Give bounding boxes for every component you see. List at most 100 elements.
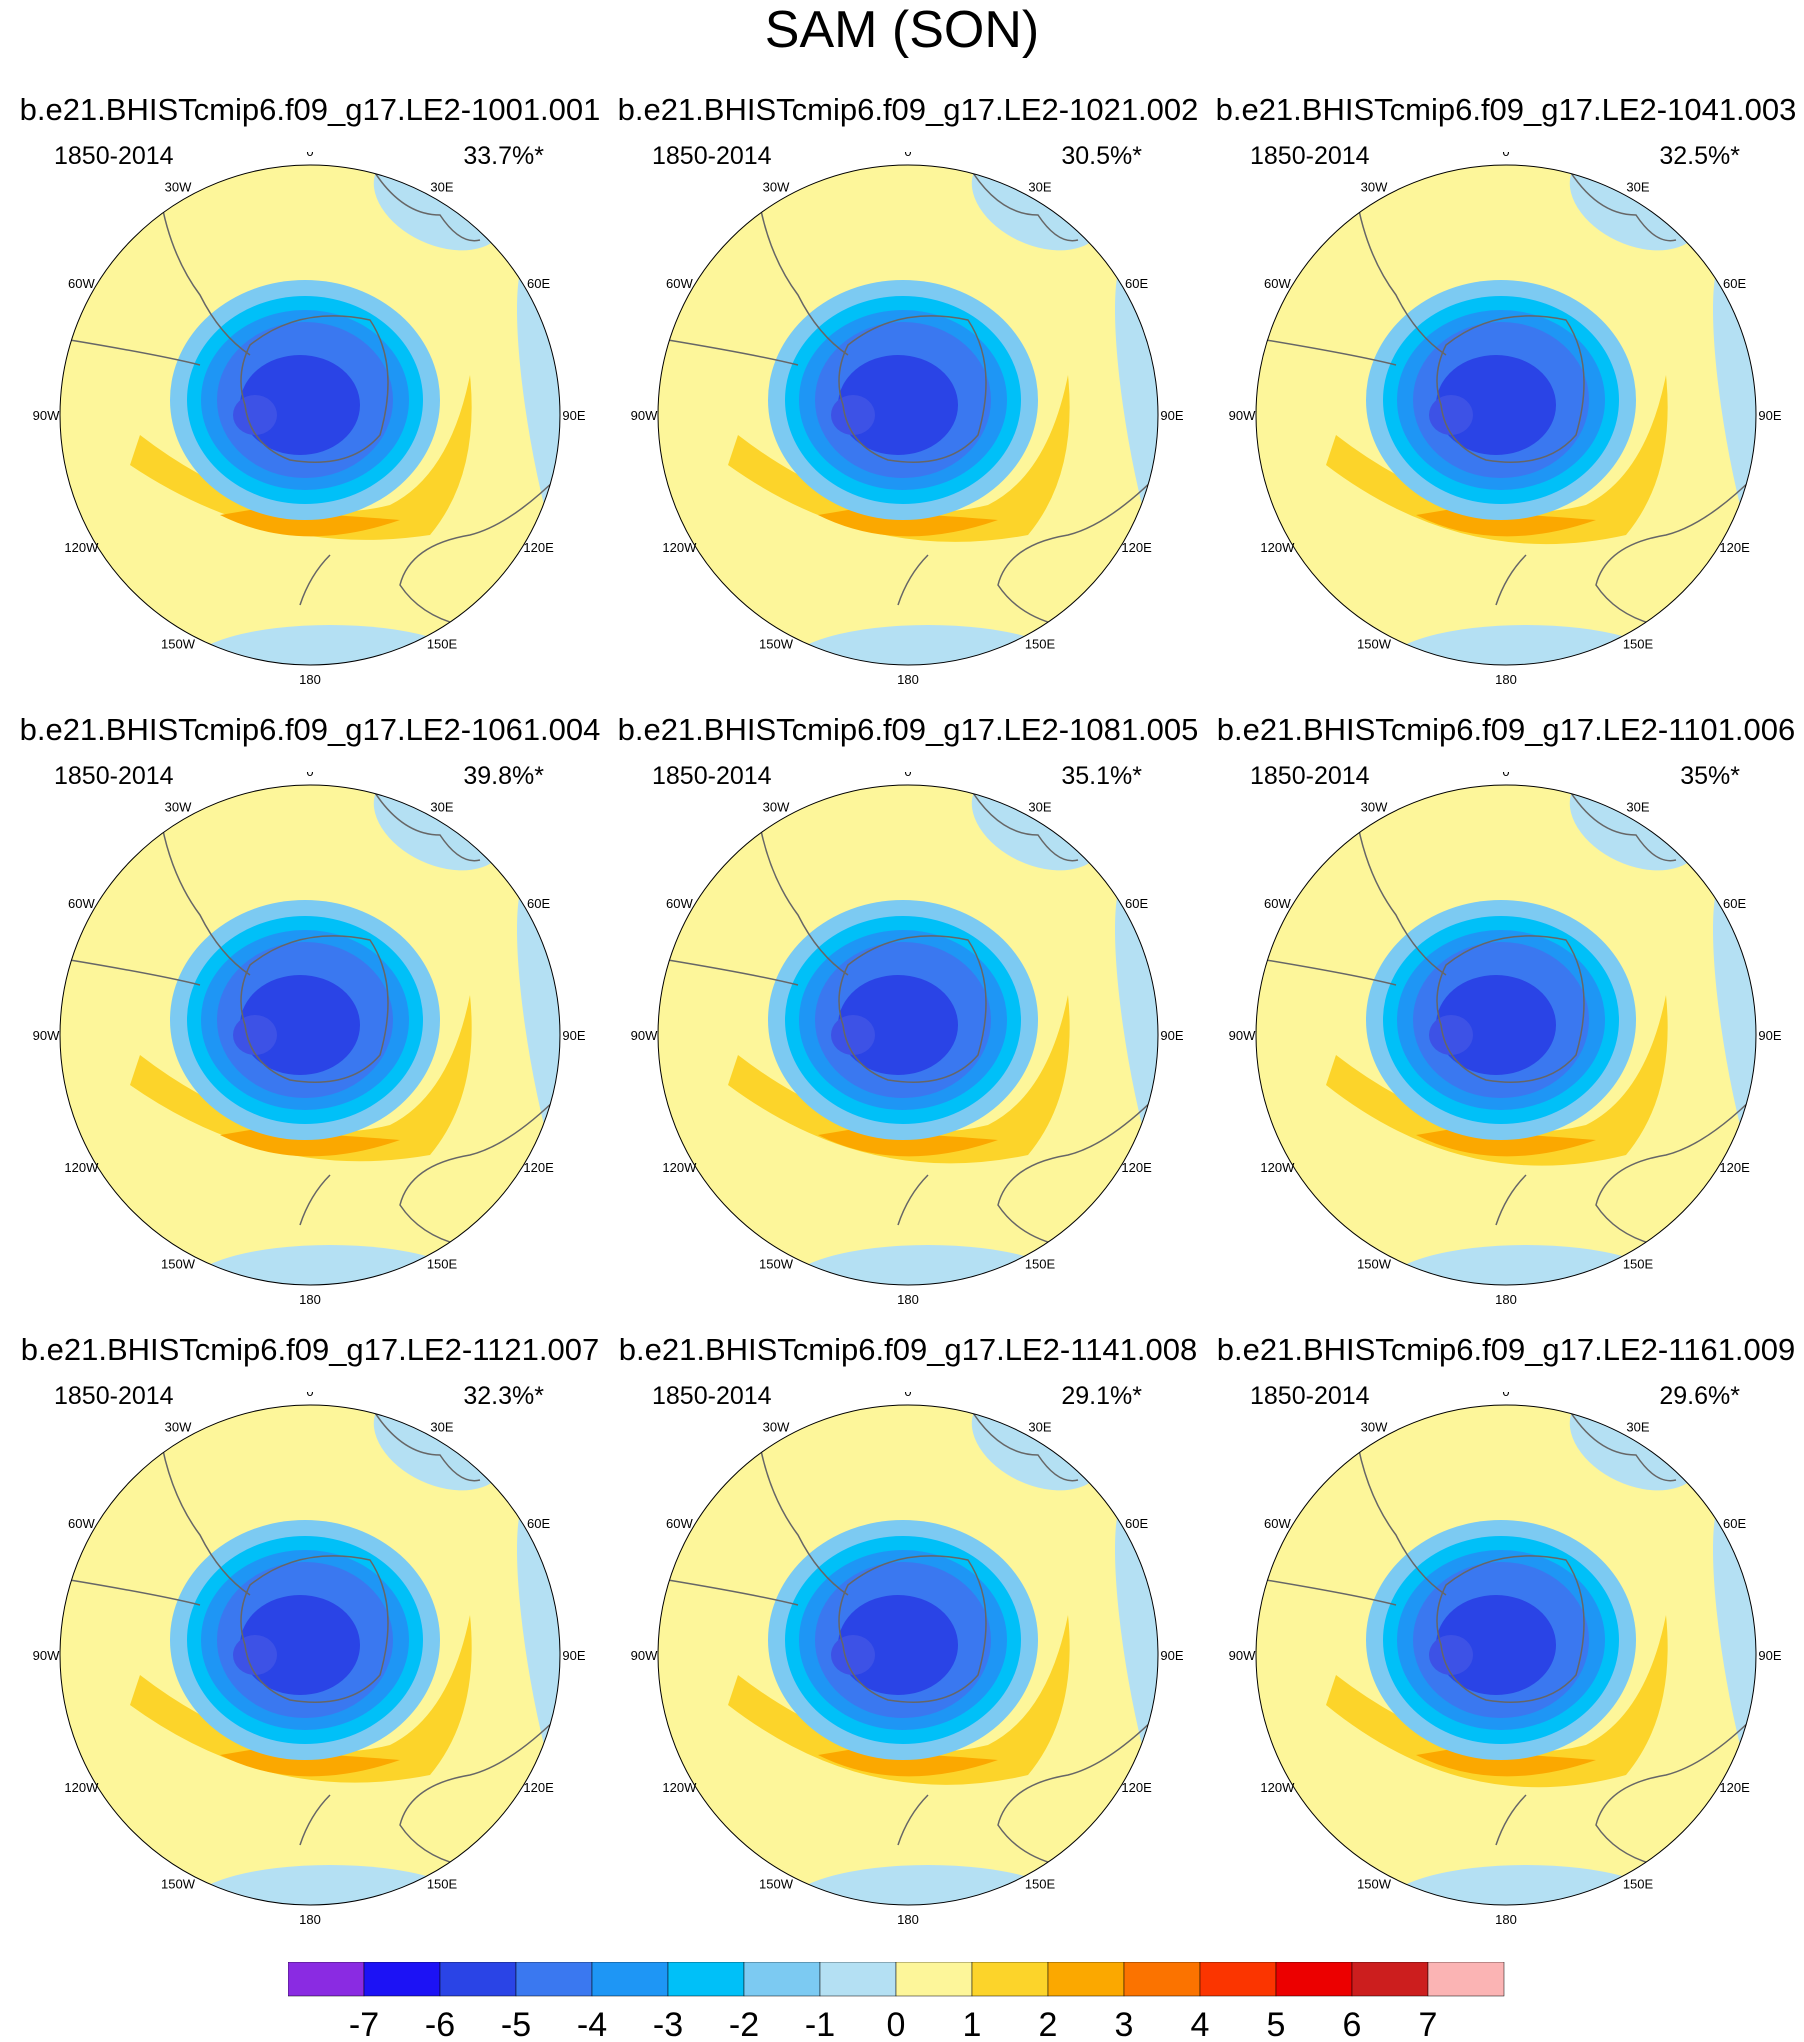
explained-variance: 30.5%* bbox=[1061, 142, 1142, 170]
longitude-label: 150E bbox=[1025, 1257, 1056, 1272]
colorbar-swatch bbox=[743, 1962, 821, 1997]
longitude-label: 120W bbox=[662, 1160, 697, 1175]
negative-anomaly-region bbox=[788, 1865, 1068, 1905]
negative-anomaly-region bbox=[1386, 625, 1666, 665]
south-america-coastline bbox=[69, 339, 201, 366]
longitude-label: 150W bbox=[759, 637, 794, 652]
explained-variance: 32.5%* bbox=[1659, 142, 1740, 170]
contour-field bbox=[1256, 1405, 1756, 1905]
longitude-label: 90W bbox=[1229, 1648, 1256, 1663]
longitude-label: 150W bbox=[1357, 637, 1392, 652]
longitude-label: 120W bbox=[1260, 540, 1295, 555]
positive-anomaly-arc bbox=[1326, 995, 1668, 1166]
contour-field bbox=[658, 785, 1158, 1285]
new-zealand-coastline bbox=[299, 1794, 331, 1846]
longitude-label: 90E bbox=[1160, 1028, 1183, 1043]
longitude-label: 180 bbox=[299, 672, 321, 687]
africa-coastline bbox=[369, 785, 481, 862]
longitude-label: 90W bbox=[33, 408, 60, 423]
longitude-label: 0 bbox=[1502, 152, 1509, 159]
panel-title: b.e21.BHISTcmip6.f09_g17.LE2-1121.007 bbox=[20, 1332, 600, 1367]
negative-anomaly-minimum bbox=[1429, 1015, 1473, 1055]
longitude-label: 60E bbox=[527, 896, 550, 911]
longitude-label: 30W bbox=[1361, 799, 1388, 814]
period-label: 1850-2014 bbox=[1250, 1382, 1370, 1410]
longitude-label: 0 bbox=[904, 772, 911, 779]
antarctica-coastline bbox=[1436, 315, 1585, 463]
positive-anomaly-core bbox=[1416, 1130, 1596, 1157]
longitude-label: 120W bbox=[1260, 1780, 1295, 1795]
longitude-label: 30E bbox=[430, 1419, 453, 1434]
longitude-label: 60W bbox=[68, 1516, 95, 1531]
longitude-label: 150W bbox=[1357, 1877, 1392, 1892]
panel-title: b.e21.BHISTcmip6.f09_g17.LE2-1101.006 bbox=[1216, 712, 1796, 747]
map-boundary bbox=[59, 1404, 561, 1906]
negative-anomaly-core bbox=[838, 975, 958, 1075]
colorbar-tick-label: -5 bbox=[501, 2006, 531, 2042]
south-america-coastline bbox=[69, 959, 201, 986]
map-boundary bbox=[657, 164, 1159, 666]
longitude-label: 60W bbox=[666, 276, 693, 291]
colorbar-swatch bbox=[515, 1962, 593, 1997]
panel-title: b.e21.BHISTcmip6.f09_g17.LE2-1141.008 bbox=[618, 1332, 1198, 1367]
africa-coastline bbox=[369, 1405, 481, 1482]
panel-title: b.e21.BHISTcmip6.f09_g17.LE2-1021.002 bbox=[617, 92, 1199, 127]
longitude-label: 90W bbox=[33, 1648, 60, 1663]
longitude-label: 90E bbox=[562, 408, 585, 423]
figure-title: SAM (SON) bbox=[764, 1, 1040, 59]
colorbar-tick-label: 1 bbox=[963, 2006, 982, 2042]
longitude-label: 30W bbox=[763, 1419, 790, 1434]
polar-stereographic-map: 0 30E 60E 90E 120E 150E 180 150W 120W 90W 60W 30W bbox=[631, 1392, 1184, 1927]
colorbar-swatch bbox=[1275, 1962, 1353, 1997]
australia-coastline bbox=[399, 474, 560, 626]
period-label: 1850-2014 bbox=[652, 762, 772, 790]
longitude-label: 60W bbox=[68, 276, 95, 291]
longitude-label: 60W bbox=[1264, 1516, 1291, 1531]
contour-field bbox=[1256, 165, 1756, 665]
longitude-label: 0 bbox=[306, 152, 313, 159]
longitude-label: 30E bbox=[1626, 1419, 1649, 1434]
australia-coastline bbox=[1595, 474, 1756, 626]
antarctic-peninsula-coastline bbox=[159, 194, 251, 356]
longitude-label: 30W bbox=[165, 799, 192, 814]
map-boundary bbox=[657, 784, 1159, 1286]
polar-stereographic-map: 0 30E 60E 90E 120E 150E 180 150W 120W 90W 60W 30W bbox=[1229, 772, 1782, 1307]
colorbar-tick-label: 7 bbox=[1419, 2006, 1438, 2042]
longitude-label: 180 bbox=[897, 672, 919, 687]
longitude-label: 120E bbox=[1719, 540, 1750, 555]
longitude-label: 0 bbox=[904, 1392, 911, 1399]
negative-anomaly-core bbox=[1436, 975, 1556, 1075]
colorbar-swatch bbox=[363, 1962, 441, 1997]
negative-anomaly-minimum bbox=[233, 395, 277, 435]
polar-stereographic-map: 0 30E 60E 90E 120E 150E 180 150W 120W 90W 60W 30W bbox=[631, 772, 1184, 1307]
period-label: 1850-2014 bbox=[652, 142, 772, 170]
longitude-label: 180 bbox=[1495, 1292, 1517, 1307]
positive-anomaly-core bbox=[220, 1750, 400, 1777]
map-panel: b.e21.BHISTcmip6.f09_g17.LE2-1061.004 185… bbox=[10, 712, 610, 1312]
longitude-label: 90E bbox=[1160, 408, 1183, 423]
explained-variance: 29.1%* bbox=[1061, 1382, 1142, 1410]
longitude-label: 150E bbox=[1623, 637, 1654, 652]
australia-coastline bbox=[1595, 1714, 1756, 1866]
antarctica-coastline bbox=[838, 1555, 987, 1703]
negative-anomaly-region bbox=[1114, 1497, 1158, 1853]
longitude-label: 180 bbox=[897, 1292, 919, 1307]
polar-stereographic-map: 0 30E 60E 90E 120E 150E 180 150W 120W 90W 60W 30W bbox=[631, 152, 1184, 687]
positive-anomaly-core bbox=[220, 510, 400, 537]
antarctic-peninsula-coastline bbox=[1355, 194, 1447, 356]
longitude-label: 150E bbox=[1623, 1257, 1654, 1272]
contour-field bbox=[60, 785, 560, 1285]
south-america-coastline bbox=[667, 339, 799, 366]
negative-anomaly-region bbox=[1386, 1865, 1666, 1905]
longitude-label: 120W bbox=[1260, 1160, 1295, 1175]
negative-anomaly-core bbox=[1436, 355, 1556, 455]
negative-anomaly-minimum bbox=[1429, 1635, 1473, 1675]
longitude-label: 150E bbox=[427, 1877, 458, 1892]
colorbar: -7 -6 -5 -4 -3 -2 -1 0 1 2 3 4 5 6 7 bbox=[288, 1962, 1505, 2042]
new-zealand-coastline bbox=[1495, 1174, 1527, 1226]
longitude-label: 120W bbox=[662, 540, 697, 555]
new-zealand-coastline bbox=[897, 1174, 929, 1226]
positive-anomaly-core bbox=[818, 510, 998, 537]
contour-field bbox=[60, 165, 560, 665]
colorbar-tick-label: 6 bbox=[1343, 2006, 1362, 2042]
